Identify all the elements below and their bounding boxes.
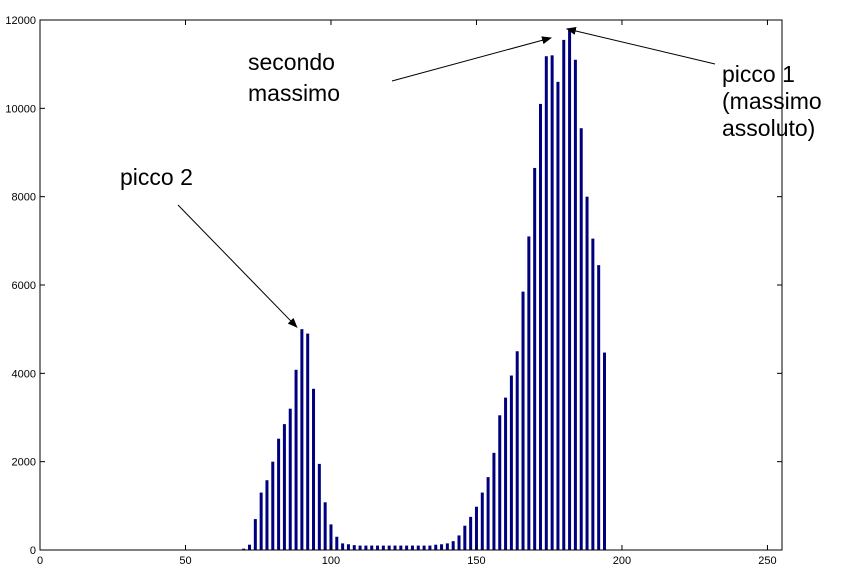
- y-tick-label: 0: [30, 545, 36, 557]
- histogram-bar: [387, 545, 391, 550]
- histogram-bar: [288, 408, 292, 550]
- histogram-bar: [352, 545, 356, 550]
- histogram-bar: [422, 545, 426, 550]
- histogram-bar: [358, 545, 362, 550]
- y-tick-label: 2000: [12, 457, 36, 469]
- histogram-bar: [364, 545, 368, 550]
- y-tick-label: 4000: [12, 368, 36, 380]
- histogram-bar: [381, 545, 385, 550]
- histogram-bar: [282, 424, 286, 551]
- histogram-bar: [335, 536, 339, 550]
- histogram-bar: [579, 128, 583, 550]
- plot-frame: [39, 19, 783, 551]
- histogram-bar: [544, 56, 548, 550]
- histogram-bar: [370, 545, 374, 550]
- histogram-bar: [509, 375, 513, 550]
- histogram-bar: [573, 59, 577, 550]
- x-tick-label: 150: [467, 555, 485, 565]
- annotation-label: picco 1 (massimo assoluto): [722, 61, 822, 141]
- histogram-bar: [399, 545, 403, 550]
- histogram-bar: [323, 502, 327, 550]
- y-tick-label: 10000: [5, 103, 36, 115]
- histogram-bar: [346, 544, 350, 550]
- annotation-label: picco 2: [120, 164, 193, 190]
- x-tick-label: 250: [758, 555, 776, 565]
- histogram-bar: [416, 545, 420, 550]
- histogram-bar: [480, 492, 484, 550]
- histogram-bar: [445, 543, 449, 551]
- histogram-bar: [451, 541, 455, 550]
- histogram-bar: [504, 397, 508, 551]
- histogram-bar: [294, 369, 298, 550]
- histogram-bar: [527, 236, 531, 551]
- histogram-bar: [242, 548, 246, 550]
- histogram-bar: [597, 265, 601, 551]
- histogram-bar: [469, 516, 473, 551]
- histogram-bar: [277, 438, 281, 550]
- histogram-bar: [434, 544, 438, 550]
- histogram-bar: [341, 543, 345, 551]
- histogram-bar: [440, 544, 444, 550]
- annotation-arrow: [565, 27, 716, 65]
- x-tick-label: 0: [37, 555, 43, 565]
- histogram-bar: [556, 81, 560, 550]
- histogram-bar: [515, 351, 519, 550]
- histogram-bar: [312, 388, 316, 550]
- x-tick-label: 200: [613, 555, 631, 565]
- histogram-bar: [562, 39, 566, 551]
- histogram-bar: [486, 477, 490, 551]
- annotation-arrow: [177, 204, 298, 328]
- histogram-bar: [591, 238, 595, 551]
- y-tick-label: 12000: [5, 15, 36, 27]
- annotation-arrow: [391, 36, 553, 82]
- x-tick-label: 100: [322, 555, 340, 565]
- histogram-bar: [300, 329, 304, 550]
- histogram-bar: [603, 352, 606, 550]
- annotations-group: picco 1 (massimo assoluto) secondo massimo pi…: [120, 27, 822, 328]
- histogram-bar: [405, 545, 409, 550]
- histogram-bar: [457, 535, 461, 550]
- histogram-bar: [329, 524, 333, 550]
- y-tick-label: 8000: [12, 192, 36, 204]
- histogram-bar: [248, 544, 252, 550]
- x-tick-label: 50: [179, 555, 191, 565]
- y-tick-label: 6000: [12, 280, 36, 292]
- histogram-bar: [533, 167, 537, 550]
- histogram-bar: [428, 545, 432, 550]
- ticks-group: 0 50 100 150 200 250 0 2000 4000 6000 8000 10000 120…: [5, 15, 782, 565]
- histogram-bar: [259, 492, 263, 550]
- histogram-bar: [317, 463, 321, 551]
- histogram-bar: [585, 196, 589, 551]
- bars-group: [242, 28, 606, 551]
- histogram-bar: [253, 519, 257, 550]
- histogram-bar: [306, 333, 310, 550]
- histogram-bar: [568, 28, 572, 550]
- histogram-bar: [521, 291, 525, 551]
- histogram-bar: [271, 461, 275, 550]
- histogram-bar: [410, 545, 414, 550]
- histogram-bar: [492, 452, 496, 550]
- histogram-bar: [474, 506, 478, 550]
- histogram-bar: [550, 55, 554, 550]
- histogram-bar: [393, 545, 397, 550]
- histogram-bar: [538, 103, 542, 551]
- histogram-bar: [265, 480, 269, 550]
- histogram-bar: [498, 415, 502, 550]
- histogram-bar: [376, 545, 380, 550]
- annotation-label: secondo massimo: [248, 49, 340, 106]
- histogram-bar: [463, 525, 467, 550]
